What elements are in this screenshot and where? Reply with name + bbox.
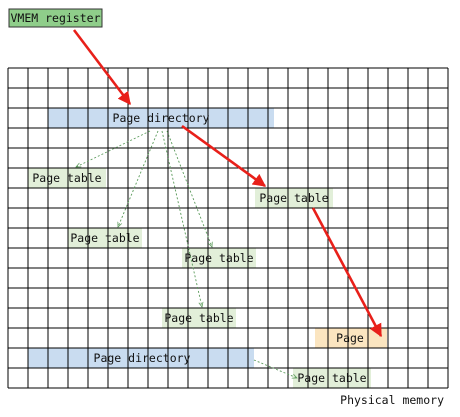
- page-directory-top-block: [48, 108, 274, 128]
- dotted-arrow-to-page-table-3: [118, 130, 159, 227]
- page-table-label-4: Page table: [184, 251, 253, 265]
- dotted-arrows: [76, 130, 297, 378]
- red-arrow-page-table-to-page: [311, 207, 383, 338]
- page-table-block-2: [255, 188, 333, 208]
- dotted-arrow-to-page-table-4: [166, 130, 212, 247]
- vmem-register-label: VMEM register: [10, 11, 100, 25]
- red-arrow-register-to-directory: [72, 29, 132, 106]
- page-directory-bottom-label: Page directory: [94, 351, 191, 365]
- page-directory-bottom-block: [28, 348, 254, 368]
- page-table-label-6: Page table: [297, 371, 366, 385]
- page-table-label-3: Page table: [70, 231, 139, 245]
- red-arrows: [72, 29, 383, 338]
- page-table-block-3: [68, 228, 142, 248]
- dotted-arrow-to-page-table-1: [76, 130, 151, 167]
- physical-memory-label: Physical memory: [340, 393, 444, 407]
- red-arrow-directory-to-page-table: [181, 124, 267, 188]
- page-table-label-5: Page table: [164, 311, 233, 325]
- page-table-label-2: Page table: [259, 191, 328, 205]
- page-block: [315, 328, 387, 348]
- vmem-register-box: [8, 8, 103, 28]
- memory-grid: [7, 67, 449, 389]
- page-table-label-1: Page table: [32, 171, 101, 185]
- page-table-block-5: [162, 308, 236, 328]
- page-table-block-6: [293, 368, 371, 388]
- page-label: Page: [336, 331, 364, 345]
- page-directory-top-label: Page directory: [113, 111, 210, 125]
- page-table-block-4: [182, 248, 256, 268]
